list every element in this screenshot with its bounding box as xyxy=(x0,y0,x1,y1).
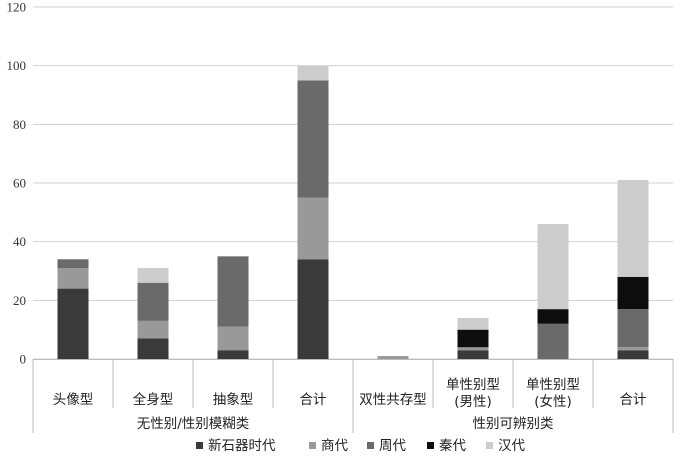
bar-segment xyxy=(457,329,489,348)
category-label: (女性) xyxy=(534,393,572,410)
bar-segment xyxy=(457,350,489,359)
bar-segment xyxy=(137,268,169,283)
category-label: 头像型 xyxy=(53,392,94,408)
bar-segment xyxy=(137,320,169,339)
legend-swatch xyxy=(309,442,316,449)
legend-swatch xyxy=(367,442,374,449)
x-axis: 头像型 全身型 抽象型 合计无性别/性别模糊类双性共存型单性别型(男性)单性别型(女性… xyxy=(32,359,674,433)
bar-segment xyxy=(297,80,329,198)
category-label: 抽象型 xyxy=(213,392,254,408)
group-label: 性别可辨别类 xyxy=(473,416,554,432)
y-tick-label: 0 xyxy=(20,352,27,367)
bar-segment xyxy=(537,323,569,359)
legend-label: 汉代 xyxy=(498,438,526,454)
legend-label: 周代 xyxy=(379,438,406,454)
bar-segment xyxy=(57,268,89,289)
y-tick-label: 80 xyxy=(13,117,26,132)
legend-label: 商代 xyxy=(321,438,348,454)
y-tick-label: 100 xyxy=(7,58,27,73)
y-axis-ticks: 0 20 40 60 80 100 120 xyxy=(7,0,27,367)
bar-segment xyxy=(617,180,649,277)
bar-segment xyxy=(457,347,489,351)
bar-segment xyxy=(137,338,169,359)
bar-segment xyxy=(617,347,649,351)
legend-swatch xyxy=(196,442,203,449)
legend-swatch xyxy=(427,442,434,449)
category-label: (男性) xyxy=(454,394,492,410)
legend: 新石器时代 商代 周代 秦代 汉代 xyxy=(196,438,526,454)
y-tick-label: 60 xyxy=(13,176,26,191)
bar-segment xyxy=(617,350,649,359)
category-label: 双性共存型 xyxy=(359,392,427,408)
bar-segment xyxy=(57,259,89,269)
bar-segment xyxy=(297,65,329,81)
bar-segment xyxy=(537,224,569,310)
bar-segment xyxy=(217,350,249,359)
bar-segment xyxy=(217,256,249,327)
bar-segment xyxy=(297,259,329,359)
y-tick-label: 120 xyxy=(7,0,27,15)
bar-segment xyxy=(457,317,489,330)
category-label: 单性别型 xyxy=(446,377,500,393)
category-label: 全身型 xyxy=(133,391,174,408)
bar-segment xyxy=(617,276,649,310)
bars xyxy=(57,65,649,359)
legend-label: 秦代 xyxy=(439,438,466,454)
bar-segment xyxy=(137,282,169,321)
legend-swatch xyxy=(486,442,493,449)
category-label: 单性别型 xyxy=(526,377,580,393)
category-label: 合计 xyxy=(300,392,327,408)
bar-segment xyxy=(297,197,329,260)
bar-segment xyxy=(217,326,249,351)
group-label: 无性别/性别模糊类 xyxy=(137,416,250,432)
gridlines xyxy=(33,6,673,360)
bar-segment xyxy=(377,356,409,359)
y-tick-label: 20 xyxy=(13,293,26,308)
bar-segment xyxy=(537,309,569,324)
category-label: 合计 xyxy=(620,392,647,408)
bar-segment xyxy=(617,309,649,348)
bar-segment xyxy=(57,288,89,359)
y-tick-label: 40 xyxy=(13,234,26,249)
legend-label: 新石器时代 xyxy=(208,438,276,454)
